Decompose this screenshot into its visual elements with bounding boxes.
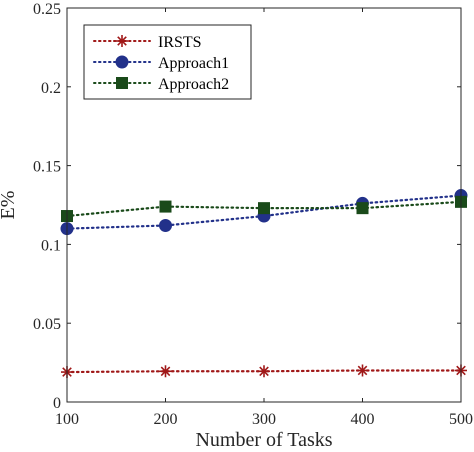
x-tick-label: 300 [252, 411, 276, 428]
data-point [159, 200, 172, 213]
y-tick-label: 0.05 [33, 316, 61, 333]
x-tick-label: 100 [55, 411, 79, 428]
legend-marker [115, 55, 129, 69]
y-tick-label: 0.2 [41, 80, 61, 97]
x-tick-label: 200 [154, 411, 178, 428]
data-point [258, 365, 270, 378]
axes: 100 200 300 400 500 0 0.05 0.1 0.15 0.2 0.25 [33, 1, 473, 428]
y-tick-label: 0.25 [33, 1, 61, 18]
legend-marker [116, 35, 128, 47]
legend-label: IRSTS [158, 34, 202, 51]
y-tick-label: 0.1 [41, 237, 61, 254]
legend-marker [116, 77, 128, 89]
legend: IRSTS Approach1 Approach2 [83, 24, 252, 100]
data-point [258, 202, 270, 215]
x-tick-label: 500 [449, 411, 473, 428]
legend-label: Approach2 [158, 76, 229, 93]
data-point [159, 365, 172, 378]
data-point [356, 202, 369, 215]
plot-area [60, 189, 468, 379]
x-axis-title: Number of Tasks [195, 429, 332, 451]
y-axis-title: E% [0, 191, 19, 220]
data-point [356, 364, 369, 377]
data-point [159, 218, 172, 232]
legend-box [83, 24, 252, 100]
x-tick-label: 400 [351, 411, 375, 428]
y-tick-label: 0 [53, 395, 61, 412]
legend-label: Approach1 [158, 55, 229, 72]
y-tick-label: 0.15 [33, 159, 61, 176]
